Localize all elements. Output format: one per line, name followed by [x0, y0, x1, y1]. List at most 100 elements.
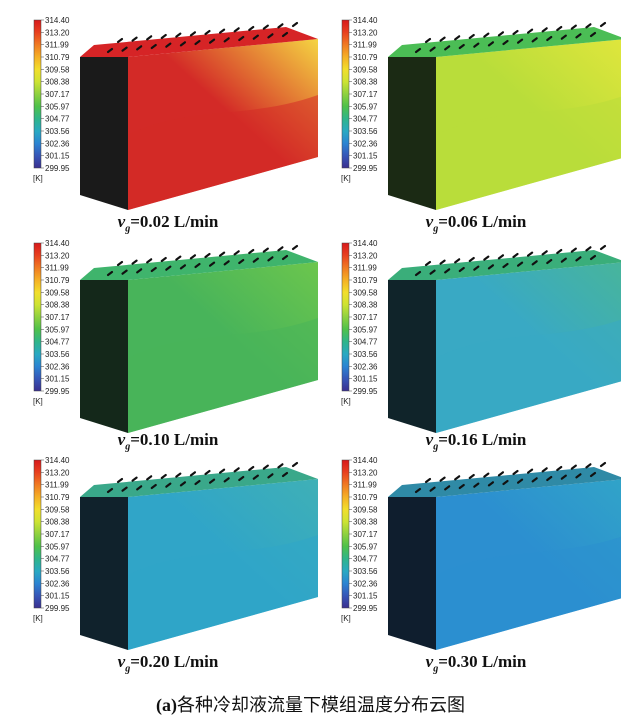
flow-rate-value: =0.10 L/min	[130, 430, 219, 449]
cell-slot	[541, 27, 548, 33]
colorbar-tick-label: 299.95	[45, 604, 70, 613]
colorbar-tick-label: 301.15	[353, 375, 378, 384]
cell-slot	[585, 246, 592, 252]
colorbar-tick-label: 301.15	[353, 152, 378, 161]
cell-slot	[248, 465, 255, 472]
cell-slot	[599, 461, 607, 468]
cell-slot	[458, 266, 465, 273]
cell-slot	[238, 258, 245, 265]
colorbar-tick-label: 310.79	[353, 493, 378, 502]
cell-slot	[291, 461, 299, 468]
cell-slot	[252, 474, 259, 480]
cell-slot	[262, 247, 269, 253]
colorbar-tick-label: 310.79	[45, 493, 70, 502]
colorbar-tick-label: 304.77	[353, 115, 378, 124]
colorbar-tick-label: 303.56	[45, 567, 70, 576]
cell-slot	[589, 31, 597, 38]
cell-slot	[233, 467, 240, 473]
colorbar-tick-label: 314.40	[45, 239, 70, 248]
colorbar-tick-label: 313.20	[353, 28, 378, 37]
cell-slot	[414, 487, 422, 494]
cell-slot	[570, 247, 577, 253]
colorbar-tick-label: 310.79	[353, 53, 378, 62]
colorbar-tick-label: 307.17	[353, 530, 378, 539]
cell-slot	[487, 481, 495, 487]
cell-slot	[175, 472, 182, 478]
cell-slot	[531, 37, 538, 43]
cell-slot	[546, 35, 553, 42]
cell-slot	[560, 474, 567, 480]
cell-slot	[454, 475, 461, 481]
colorbar-tick-label: 307.17	[353, 90, 378, 99]
cell-slot	[106, 487, 114, 494]
cell-slot	[208, 38, 216, 44]
cell-slot	[208, 261, 216, 267]
cell-slot	[218, 28, 226, 34]
cell-slot	[512, 252, 519, 259]
cell-slot	[136, 268, 143, 274]
colorbar-tick-label: 308.38	[353, 78, 378, 87]
colorbar-tick-label: 308.38	[45, 518, 70, 527]
flow-rate-value: =0.30 L/min	[438, 652, 527, 671]
cell-slot	[458, 43, 465, 50]
colorbar-tick-label: 304.77	[45, 555, 70, 564]
cell-slot	[281, 31, 289, 38]
colorbar-tick-label: 299.95	[45, 164, 70, 173]
colorbar-tick-label: 307.17	[45, 313, 70, 322]
cell-slot	[131, 259, 138, 265]
cell-slot	[262, 24, 269, 30]
battery-side-face	[388, 280, 436, 433]
velocity-subscript: g	[125, 223, 131, 235]
velocity-symbol: v	[117, 212, 126, 231]
cell-slot	[150, 266, 157, 273]
colorbar-tick-label: 303.56	[45, 127, 70, 136]
colorbar-tick-label: 301.15	[353, 592, 378, 601]
cell-slot	[599, 21, 607, 28]
colorbar-tick-label: 307.17	[353, 313, 378, 322]
cell-slot	[439, 36, 446, 42]
cell-slot	[277, 23, 284, 29]
cell-slot	[146, 35, 153, 41]
cell-slot	[526, 468, 534, 474]
velocity-subscript: g	[433, 441, 439, 453]
flow-rate-value: =0.20 L/min	[130, 652, 219, 671]
cell-slot	[175, 255, 182, 261]
colorbar-tick-label: 301.15	[45, 375, 70, 384]
colorbar-tick-label: 309.58	[45, 288, 70, 297]
cell-slot	[204, 252, 211, 259]
cell-slot	[541, 467, 548, 473]
cell-slot	[146, 258, 153, 264]
flow-rate-caption: vg=0.30 L/min	[326, 652, 621, 674]
cell-slot	[179, 41, 187, 47]
colorbar-tick-label: 311.99	[45, 41, 69, 50]
cell-slot	[179, 481, 187, 487]
colorbar-tick-label: 305.97	[45, 102, 70, 111]
cell-slot	[248, 248, 255, 255]
colorbar-tick-label: 304.77	[45, 338, 70, 347]
cell-slot	[238, 35, 245, 42]
colorbar-tick-label: 310.79	[353, 276, 378, 285]
flow-rate-value: =0.02 L/min	[130, 212, 219, 231]
cell-slot	[204, 469, 211, 476]
colorbar-tick-label: 311.99	[45, 264, 69, 273]
colorbar-tick-label: 308.38	[353, 301, 378, 310]
colorbar-tick-label: 308.38	[353, 518, 378, 527]
colorbar-tick-label: 309.58	[353, 505, 378, 514]
cell-slot	[281, 471, 289, 478]
cell-slot	[444, 45, 451, 51]
cell-slot	[439, 476, 446, 482]
cell-slot	[121, 46, 128, 52]
cell-slot	[233, 27, 240, 33]
cell-slot	[454, 35, 461, 41]
cell-slot	[281, 254, 289, 261]
colorbar-tick-label: 303.56	[353, 350, 378, 359]
colorbar	[33, 242, 42, 392]
cell-slot	[146, 475, 153, 481]
cell-slot	[194, 479, 201, 486]
cell-slot	[121, 486, 128, 492]
cell-slot	[468, 33, 475, 40]
colorbar-tick-label: 314.40	[45, 456, 70, 465]
colorbar-tick-label: 302.36	[353, 362, 378, 371]
cell-slot	[424, 260, 432, 267]
